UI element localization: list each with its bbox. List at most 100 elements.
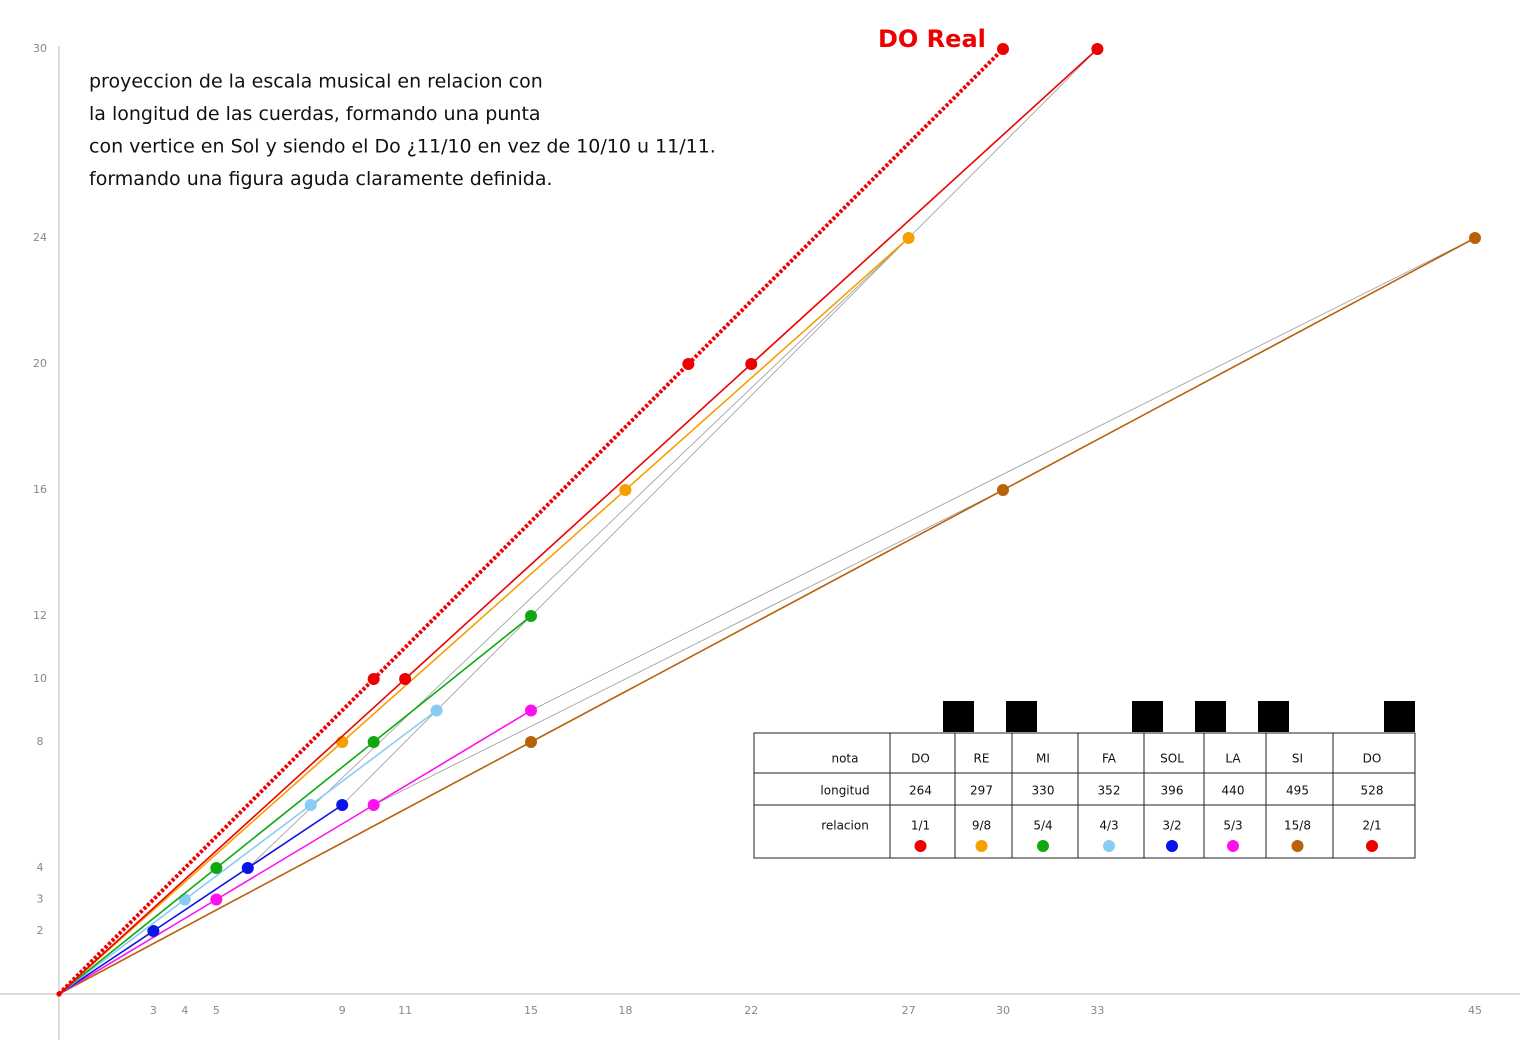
y-tick-label: 20 <box>33 357 47 370</box>
point <box>997 43 1009 55</box>
ratio: 2/1 <box>1362 819 1381 833</box>
table-header: longitud <box>820 784 869 798</box>
series-line <box>58 615 532 995</box>
point <box>997 484 1009 496</box>
table-grid <box>753 732 1416 859</box>
guide-line <box>373 489 1004 806</box>
point <box>241 862 254 874</box>
table-border <box>753 732 1416 859</box>
point <box>210 893 223 906</box>
point <box>619 484 632 496</box>
ratio: 15/8 <box>1284 819 1311 833</box>
point <box>902 232 915 244</box>
series-line <box>58 804 343 995</box>
note: LA <box>1225 752 1241 766</box>
note-dot <box>914 840 927 852</box>
annotation-line: la longitud de las cuerdas, formando una… <box>89 103 541 125</box>
note-dot <box>1227 840 1239 852</box>
y-tick-label: 16 <box>33 483 47 496</box>
note-dot <box>1166 840 1178 852</box>
point <box>56 991 62 997</box>
length: 297 <box>970 784 993 798</box>
y-tick-label: 4 <box>37 861 44 874</box>
length: 330 <box>1032 784 1055 798</box>
point <box>1469 232 1481 244</box>
point <box>304 799 317 811</box>
x-tick-label: 11 <box>398 1004 412 1017</box>
point <box>430 704 443 717</box>
x-tick-label: 27 <box>902 1004 916 1017</box>
ratio: 5/4 <box>1033 819 1052 833</box>
length: 396 <box>1161 784 1184 798</box>
series-line <box>57 47 1005 996</box>
x-tick-label: 22 <box>744 1004 758 1017</box>
length: 264 <box>909 784 932 798</box>
point <box>178 893 191 906</box>
note: DO <box>911 752 930 766</box>
point <box>525 704 537 717</box>
point <box>682 358 695 370</box>
note: MI <box>1036 752 1050 766</box>
series-line <box>58 709 532 995</box>
guide-line <box>341 48 1098 806</box>
x-tick-label: 33 <box>1090 1004 1104 1017</box>
note: SI <box>1292 752 1303 766</box>
point <box>367 673 380 685</box>
y-tick-label: 2 <box>37 924 44 937</box>
note: SOL <box>1160 752 1184 766</box>
point <box>525 610 537 622</box>
annotation-line: formando una figura aguda claramente def… <box>89 168 553 190</box>
length: 528 <box>1361 784 1384 798</box>
black-key <box>1384 701 1415 732</box>
point <box>367 799 380 811</box>
x-tick-label: 9 <box>339 1004 346 1017</box>
guide-line <box>247 237 909 869</box>
x-tick-label: 5 <box>213 1004 220 1017</box>
note: DO <box>1363 752 1382 766</box>
x-tick-label: 15 <box>524 1004 538 1017</box>
point <box>399 673 412 685</box>
note-dot <box>1037 840 1049 852</box>
y-tick-label: 12 <box>33 609 47 622</box>
length: 440 <box>1222 784 1245 798</box>
ratio: 1/1 <box>911 819 930 833</box>
series-line <box>58 237 910 995</box>
point <box>1091 43 1104 55</box>
y-tick-label: 30 <box>33 42 47 55</box>
guide-line <box>530 237 1476 711</box>
black-key <box>1006 701 1037 732</box>
piano-keys <box>943 701 1415 732</box>
note-dot <box>1366 840 1378 852</box>
point <box>336 799 349 811</box>
y-tick-label: 8 <box>37 735 44 748</box>
series-line <box>58 48 1098 995</box>
x-tick-label: 18 <box>618 1004 632 1017</box>
do-real-label: DO Real <box>878 25 986 53</box>
point <box>367 736 380 748</box>
ratio: 4/3 <box>1099 819 1118 833</box>
y-tick-label: 10 <box>33 672 47 685</box>
note-dot <box>975 840 988 852</box>
annotation-line: proyeccion de la escala musical en relac… <box>89 71 543 93</box>
length: 352 <box>1098 784 1121 798</box>
y-tick-label: 24 <box>33 231 47 244</box>
black-key <box>1258 701 1289 732</box>
point <box>336 736 349 748</box>
note: FA <box>1102 752 1117 766</box>
annotation-line: con vertice en Sol y siendo el Do ¿11/10… <box>89 136 716 158</box>
point <box>745 358 758 370</box>
length: 495 <box>1286 784 1309 798</box>
black-key <box>1195 701 1226 732</box>
x-tick-label: 3 <box>150 1004 157 1017</box>
point <box>210 862 223 874</box>
ratio: 3/2 <box>1162 819 1181 833</box>
point <box>525 736 537 748</box>
note-dot <box>1291 840 1304 852</box>
series-line <box>58 709 438 995</box>
table-header: relacion <box>821 819 869 833</box>
black-key <box>943 701 974 732</box>
note: RE <box>974 752 990 766</box>
black-key <box>1132 701 1163 732</box>
ratio: 9/8 <box>972 819 991 833</box>
x-tick-label: 45 <box>1468 1004 1482 1017</box>
